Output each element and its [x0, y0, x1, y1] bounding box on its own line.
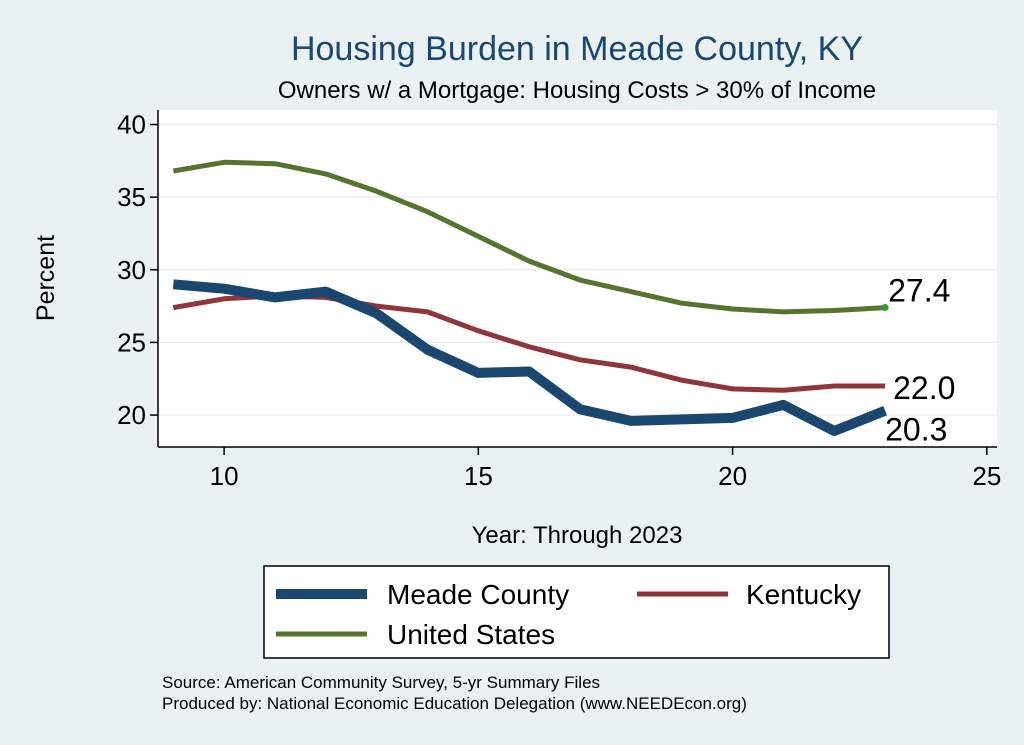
y-tick-label-30: 30	[117, 255, 146, 285]
end-label-meade-county: 20.3	[885, 412, 947, 448]
legend-label-kentucky: Kentucky	[746, 579, 861, 610]
chart-subtitle: Owners w/ a Mortgage: Housing Costs > 30…	[278, 77, 876, 104]
x-tick-label-15: 15	[464, 461, 493, 491]
plot-area: 20 25 30 35 40 10 15 20 25 20.3 22.0 27.4	[117, 110, 1001, 491]
chart-title: Housing Burden in Meade County, KY	[291, 30, 863, 68]
legend-label-united-states: United States	[387, 619, 555, 650]
y-axis-label: Percent	[32, 235, 60, 321]
end-label-kentucky: 22.0	[893, 370, 955, 406]
end-label-united-states: 27.4	[888, 273, 950, 309]
x-tick-label-25: 25	[972, 461, 1001, 491]
series-line-united-states	[172, 159, 886, 315]
end-point-united-states	[881, 304, 889, 312]
y-tick-label-20: 20	[117, 400, 146, 430]
source-note: Source: American Community Survey, 5-yr …	[162, 673, 600, 692]
x-axis-label: Year: Through 2023	[472, 522, 683, 549]
legend-label-meade-county: Meade County	[387, 579, 569, 610]
y-tick-label-40: 40	[117, 110, 146, 140]
legend: Meade County Kentucky United States	[263, 565, 890, 659]
series-line-meade-county	[172, 279, 887, 436]
x-tick-label-20: 20	[718, 461, 747, 491]
legend-box	[263, 565, 890, 659]
y-tick-label-35: 35	[117, 182, 146, 212]
y-tick-label-25: 25	[117, 327, 146, 357]
producer-note: Produced by: National Economic Education…	[162, 694, 747, 713]
x-tick-label-10: 10	[210, 461, 239, 491]
